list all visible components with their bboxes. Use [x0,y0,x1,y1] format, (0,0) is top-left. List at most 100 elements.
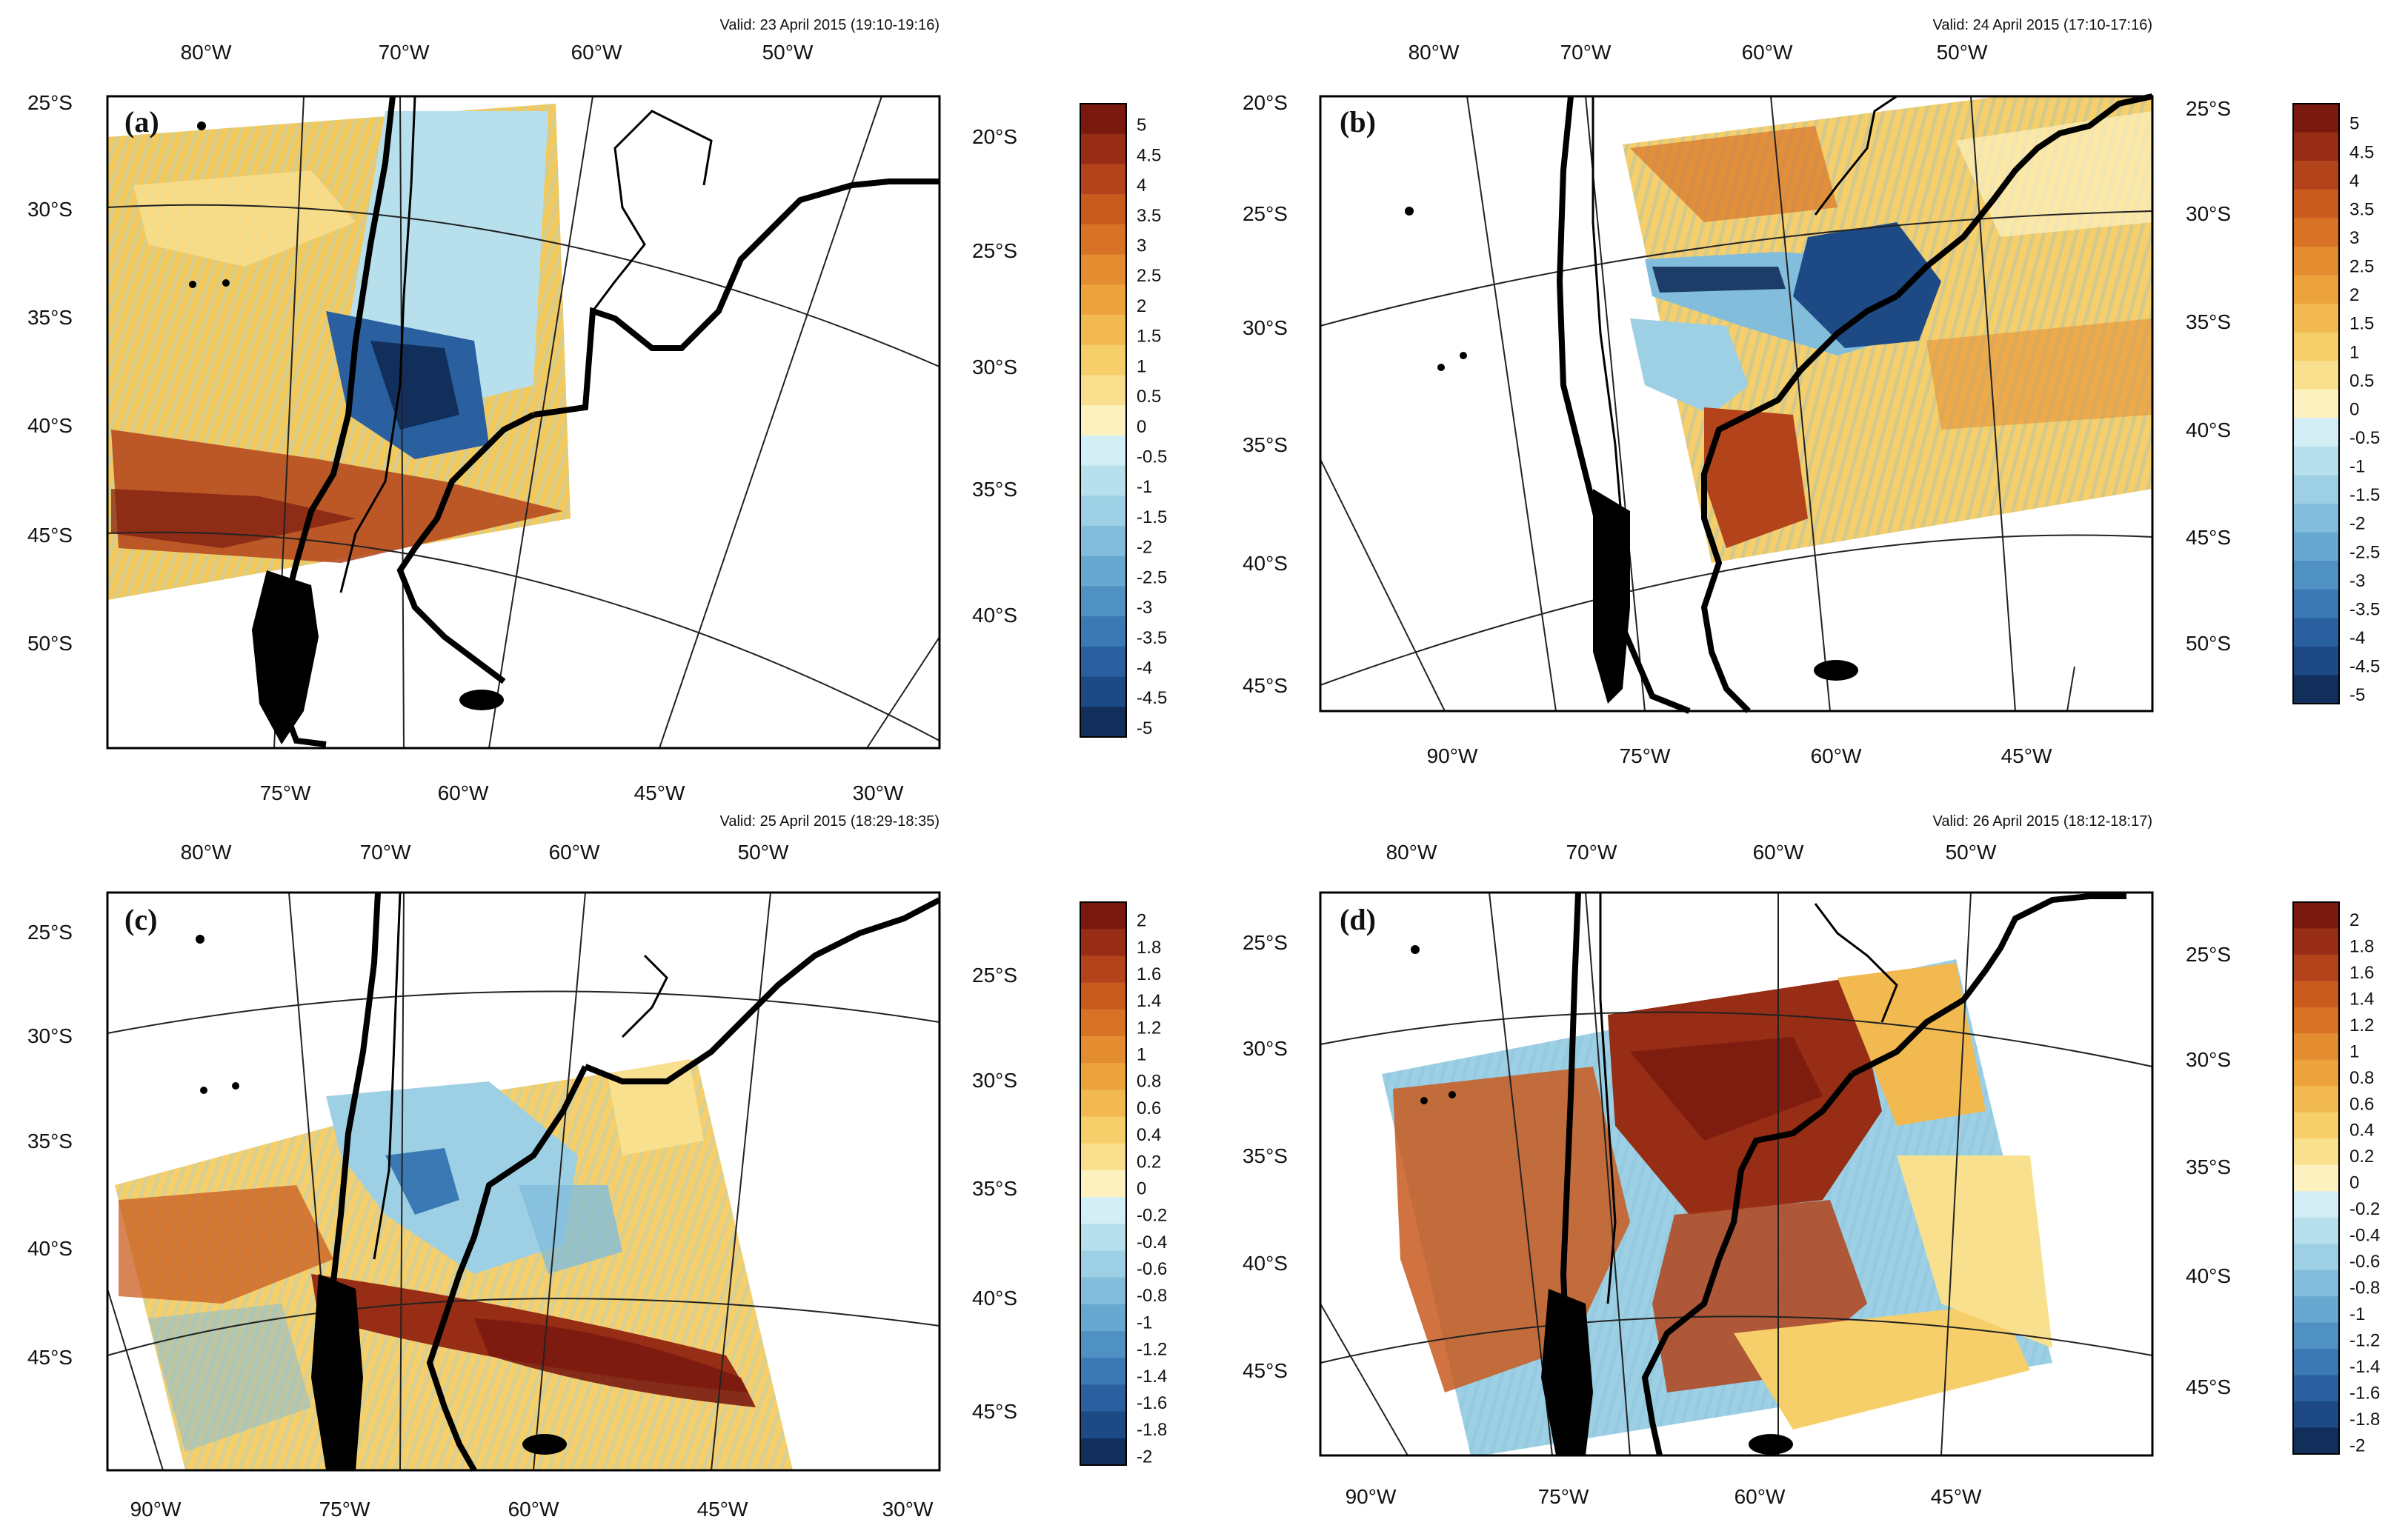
colorbar-label: 1.2 [1137,1018,1161,1038]
colorbar-swatch [1080,344,1126,376]
colorbar-label: -0.5 [2349,428,2380,448]
colorbar-swatch [2293,1112,2339,1139]
map-border [106,891,941,1472]
colorbar-label: 0.8 [1137,1072,1161,1092]
land-islands [1405,207,1858,704]
colorbar-label: -1.6 [2349,1384,2380,1404]
colorbar-label: -0.5 [1137,447,1167,467]
colorbar-label: -4.5 [1137,688,1167,708]
colorbar-swatch [1080,902,1126,930]
colorbar-swatch [1080,375,1126,406]
colorbar-swatch [2293,675,2339,704]
colorbar-swatch [2293,1164,2339,1192]
colorbar-label: 1 [1137,1045,1146,1065]
right-lat-labels: 25°S 30°S 35°S 40°S 45°S [2186,943,2231,1398]
colorbar-swatch [1080,496,1126,527]
lat-tick: 30°S [27,198,73,221]
colorbar-label: 0.4 [2349,1121,2374,1141]
colorbar-label: -1.4 [2349,1357,2380,1377]
colorbar-swatch [2293,1427,2339,1455]
lat-tick: 30°S [2186,202,2231,225]
lon-tick: 60°W [1735,1485,1786,1508]
valid-time: Valid: 24 April 2015 (17:10-17:16) [1933,17,2153,33]
lat-tick: 25°S [1243,931,1288,954]
lat-tick: 30°S [27,1024,73,1047]
colorbar-label: -1.8 [2349,1410,2380,1430]
lat-tick: 30°S [972,1069,1017,1092]
colorbar-label: -0.2 [1137,1206,1167,1226]
lat-tick: 40°S [27,1237,73,1260]
lat-tick: 45°S [27,1346,73,1369]
lat-tick: 45°S [1243,1359,1288,1382]
colorbar-swatch [2293,332,2339,361]
colorbar-swatch [1080,194,1126,225]
colorbar-swatch [1080,586,1126,617]
lat-tick: 45°S [1243,674,1288,697]
colorbar-swatch [1080,1009,1126,1037]
colorbar-swatch [2293,389,2339,418]
colorbar-label: 2 [2349,910,2359,930]
colorbar-label: -0.4 [1137,1233,1167,1253]
lat-tick: 25°S [1243,202,1288,225]
colorbar-label: 3.5 [2349,199,2374,219]
colorbar-swatch [2293,1349,2339,1376]
lon-tick: 60°W [571,41,622,64]
panel-b: Valid: 24 April 2015 (17:10-17:16) [1243,17,2380,767]
bottom-lon-labels: 75°W 60°W 45°W 30°W [260,781,904,804]
lat-tick: 40°S [972,604,1017,627]
left-lat-labels: 20°S 25°S 30°S 35°S 40°S 45°S [1243,91,1288,697]
colorbar-label: -0.4 [2349,1226,2380,1246]
colorbar-swatch [1080,104,1126,135]
lat-tick: 50°S [2186,632,2231,655]
colorbar-swatch [2293,928,2339,955]
lon-tick: 70°W [360,841,411,864]
colorbar-swatch [2293,532,2339,561]
lat-tick: 35°S [2186,1155,2231,1178]
colorbar-label: 0.4 [1137,1125,1161,1145]
right-lat-labels: 25°S 30°S 35°S 40°S 45°S [972,964,1017,1423]
colorbar-label: 1.8 [1137,938,1161,958]
colorbar-label: 0 [1137,417,1146,437]
map-border [106,95,941,750]
lat-tick: 35°S [972,478,1017,501]
lon-tick: 80°W [1408,41,1460,64]
colorbar-swatch [1080,1277,1126,1305]
colorbar-swatch [2293,246,2339,276]
colorbar-swatch [1080,405,1126,436]
colorbar-border [1080,103,1127,738]
lon-tick: 50°W [1937,41,1988,64]
colorbar-label: 0.6 [1137,1098,1161,1118]
colorbar-label: -5 [2349,685,2365,705]
colorbar-swatch [1080,1438,1126,1466]
colorbar-label: 1 [2349,1041,2359,1061]
colorbar-swatch [1080,435,1126,467]
lon-tick: 75°W [1538,1485,1589,1508]
colorbar-swatch [1080,1224,1126,1252]
lat-tick: 45°S [27,524,73,547]
colorbar-swatch [2293,161,2339,190]
colorbar-swatch [2293,981,2339,1008]
lon-tick: 60°W [1753,841,1804,864]
colorbar-swatch [2293,275,2339,304]
colorbar-swatch [2293,1296,2339,1324]
colorbar-swatch [2293,475,2339,504]
bottom-lon-labels: 90°W 75°W 60°W 45°W [1346,1485,1982,1508]
colorbar-swatch [1080,284,1126,316]
panel-label: (d) [1340,903,1376,936]
lon-tick: 60°W [1811,744,1862,767]
colorbar-swatch [2293,304,2339,333]
colorbar-label: -0.2 [2349,1199,2380,1219]
colorbar-label: -1 [2349,457,2365,477]
colorbar-label: -0.6 [1137,1259,1167,1279]
lat-tick: 35°S [2186,310,2231,333]
map-border [1319,891,2154,1457]
colorbar-label: -0.8 [2349,1278,2380,1298]
top-lon-labels: 80°W 70°W 60°W 50°W [181,841,789,864]
colorbar-label: 1.5 [2349,314,2374,334]
left-lat-labels: 25°S 30°S 35°S 40°S 45°S [1243,931,1288,1382]
valid-time: Valid: 26 April 2015 (18:12-18:17) [1933,813,2153,830]
lon-tick: 30°W [882,1498,934,1521]
colorbar-label: 2 [2349,285,2359,305]
colorbar: 2 1.8 1.6 1.4 1.2 1 0.8 0.6 0.4 0.2 0 -0.2 -0.4 -0.6 -… [2292,901,2380,1455]
colorbar-label: 5 [1137,116,1146,136]
